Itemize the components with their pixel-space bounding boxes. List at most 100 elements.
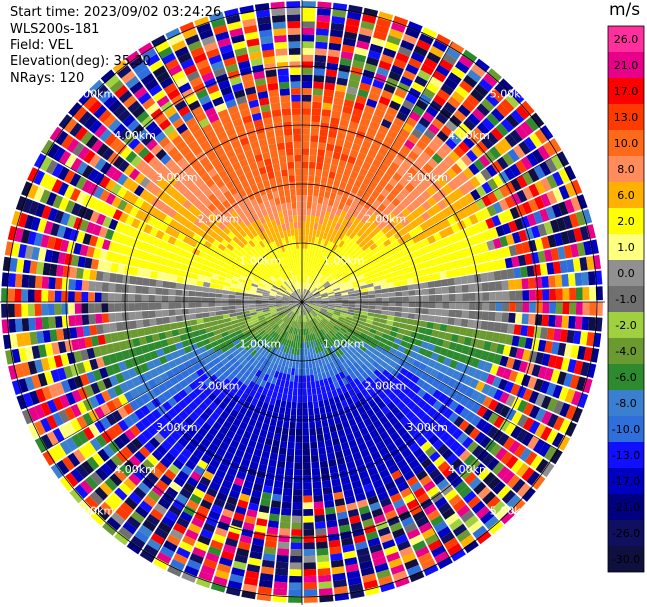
velocity-gate — [278, 336, 284, 344]
velocity-gate — [510, 459, 524, 474]
velocity-gate — [289, 575, 302, 583]
velocity-gate — [338, 316, 346, 321]
velocity-gate — [228, 298, 236, 302]
velocity-gate — [271, 493, 282, 502]
velocity-gate — [357, 421, 366, 430]
velocity-gate — [299, 315, 301, 322]
velocity-gate — [316, 258, 321, 266]
velocity-gate — [115, 372, 125, 384]
velocity-gate — [542, 289, 550, 301]
velocity-gate — [193, 396, 203, 406]
velocity-gate — [415, 183, 426, 194]
velocity-gate — [309, 249, 313, 257]
velocity-gate — [147, 253, 156, 263]
velocity-gate — [238, 335, 246, 343]
velocity-gate — [41, 205, 52, 220]
velocity-gate — [341, 441, 350, 451]
velocity-gate — [589, 286, 597, 301]
velocity-gate — [82, 412, 94, 426]
velocity-gate — [82, 233, 92, 245]
velocity-gate — [257, 435, 266, 445]
velocity-gate — [192, 198, 203, 208]
velocity-gate — [341, 306, 349, 309]
velocity-gate — [116, 186, 128, 199]
velocity-gate — [569, 302, 577, 315]
velocity-gate — [226, 373, 235, 382]
velocity-gate — [493, 322, 502, 333]
velocity-gate — [276, 293, 283, 297]
velocity-gate — [508, 220, 518, 233]
velocity-gate — [280, 285, 287, 291]
velocity-gate — [397, 391, 407, 401]
velocity-gate — [426, 274, 434, 282]
velocity-gate — [204, 343, 213, 351]
velocity-gate — [359, 265, 368, 272]
velocity-gate — [70, 254, 80, 267]
velocity-gate — [285, 325, 290, 332]
velocity-gate — [89, 358, 99, 371]
velocity-gate — [375, 485, 387, 495]
velocity-gate — [126, 441, 138, 455]
velocity-gate — [411, 81, 425, 93]
velocity-gate — [264, 540, 277, 549]
velocity-gate — [318, 259, 323, 267]
velocity-gate — [225, 537, 238, 548]
velocity-gate — [194, 335, 203, 343]
velocity-gate — [528, 420, 541, 435]
velocity-gate — [81, 314, 90, 326]
velocity-gate — [497, 485, 511, 500]
velocity-gate — [338, 240, 345, 248]
velocity-gate — [243, 226, 251, 235]
velocity-gate — [349, 473, 360, 483]
velocity-gate — [442, 302, 450, 309]
velocity-gate — [226, 353, 235, 361]
velocity-gate — [365, 279, 373, 285]
velocity-gate — [375, 266, 383, 273]
velocity-gate — [441, 448, 454, 461]
velocity-gate — [341, 147, 351, 156]
velocity-gate — [88, 409, 100, 423]
velocity-gate — [319, 231, 325, 239]
velocity-gate — [188, 214, 198, 224]
velocity-gate — [296, 321, 299, 329]
velocity-gate — [185, 94, 198, 106]
velocity-gate — [447, 96, 461, 109]
velocity-gate — [342, 204, 350, 213]
velocity-gate — [369, 342, 378, 349]
velocity-gate — [522, 349, 531, 362]
velocity-gate — [454, 480, 468, 494]
velocity-gate — [214, 406, 224, 416]
velocity-gate — [38, 344, 47, 358]
velocity-gate — [229, 239, 237, 248]
velocity-gate — [232, 560, 247, 571]
velocity-gate — [541, 276, 549, 288]
velocity-gate — [439, 324, 448, 332]
velocity-gate — [218, 463, 229, 473]
velocity-gate — [331, 283, 339, 289]
velocity-gate — [233, 272, 241, 278]
velocity-gate — [230, 210, 239, 219]
velocity-gate — [566, 259, 575, 273]
velocity-gate — [195, 368, 205, 377]
velocity-gate — [420, 441, 432, 452]
velocity-gate — [483, 230, 493, 241]
velocity-gate — [142, 476, 155, 490]
velocity-gate — [437, 556, 453, 570]
velocity-gate — [281, 427, 289, 435]
velocity-gate — [520, 121, 534, 136]
velocity-gate — [423, 57, 438, 70]
velocity-gate — [309, 161, 316, 169]
velocity-gate — [383, 239, 392, 247]
velocity-gate — [402, 122, 414, 134]
velocity-gate — [134, 396, 145, 408]
velocity-gate — [273, 370, 280, 379]
velocity-gate — [284, 331, 289, 339]
velocity-gate — [306, 375, 311, 383]
velocity-gate — [345, 237, 353, 245]
velocity-gate — [222, 226, 231, 235]
velocity-gate — [5, 349, 15, 365]
velocity-gate — [496, 466, 510, 480]
velocity-gate — [219, 184, 229, 194]
velocity-gate — [112, 423, 124, 436]
velocity-gate — [565, 405, 577, 420]
